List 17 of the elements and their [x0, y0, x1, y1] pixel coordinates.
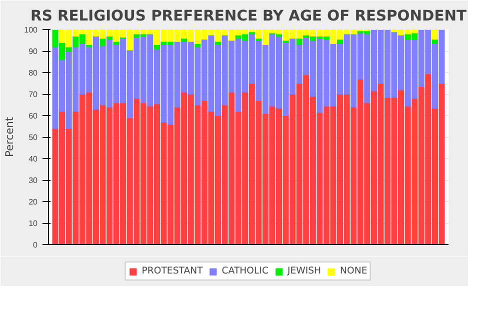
y-tick-label: 70 [28, 90, 38, 99]
y-tick-label: 40 [28, 154, 38, 164]
y-tick-label: 90 [28, 47, 38, 56]
legend-label: JEWISH [287, 266, 322, 276]
legend-label: CATHOLIC [222, 266, 268, 276]
y-tick-label: 20 [28, 198, 38, 206]
y-tick-label: 100 [24, 26, 38, 34]
legend-label: NONE [340, 266, 368, 276]
y-tick-label: 60 [28, 112, 38, 120]
chart-title: RS RELIGIOUS PREFERENCE BY AGE OF RESPONDENT [30, 8, 466, 24]
y-tick-label: 0 [33, 240, 38, 250]
y-tick-label: 80 [28, 68, 38, 78]
y-tick-label: 10 [28, 219, 38, 228]
y-tick-label: 30 [28, 176, 38, 185]
legend-label: PROTESTANT [142, 266, 203, 276]
y-axis-title: Percent [3, 116, 16, 158]
y-tick-label: 50 [28, 133, 38, 142]
